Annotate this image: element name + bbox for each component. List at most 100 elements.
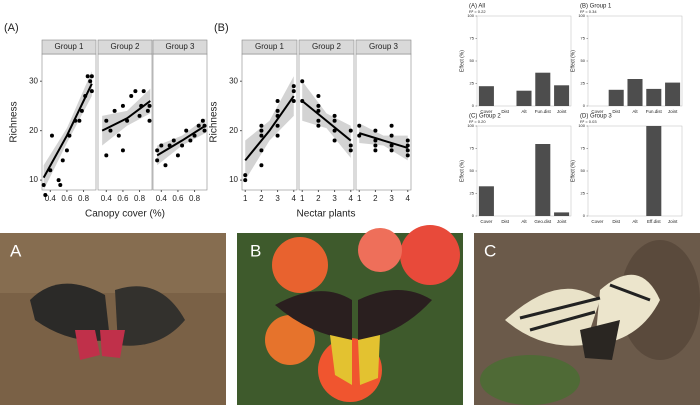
y-tick-label: 30 — [229, 76, 238, 85]
fit-line — [244, 95, 295, 161]
point — [200, 118, 205, 123]
point — [348, 143, 353, 148]
facet-strip — [152, 39, 208, 55]
bar — [627, 79, 643, 106]
point — [56, 178, 61, 183]
y-tick-label: 30 — [29, 76, 38, 85]
panel-subtitle: R² = 0.34 — [580, 9, 597, 14]
point — [192, 133, 197, 138]
x-tick-label: 0.4 — [156, 194, 168, 203]
facet-title: Group 3 — [166, 42, 195, 51]
point — [389, 123, 394, 128]
bar — [516, 90, 532, 106]
y-axis-label: Richness — [9, 101, 20, 142]
point — [291, 84, 296, 89]
point — [133, 89, 138, 94]
facet-title: Group 1 — [255, 42, 284, 51]
x-tick-label: Alt — [632, 219, 638, 224]
point — [77, 118, 82, 123]
x-tick-label: 0.8 — [134, 194, 146, 203]
point — [373, 138, 378, 143]
point — [332, 118, 337, 123]
x-tick-label: 0.8 — [189, 194, 201, 203]
facet-strip — [241, 39, 298, 55]
panel-title: (B) Group 1 — [580, 4, 612, 10]
y-tick-label: 0 — [583, 103, 586, 108]
panel-title: (A) All — [469, 4, 485, 10]
point — [141, 89, 146, 94]
x-tick-label: 2 — [316, 194, 321, 203]
x-tick-label: 3 — [389, 194, 394, 203]
bar — [535, 144, 551, 216]
point — [316, 108, 321, 113]
point — [259, 123, 264, 128]
facet-strip — [355, 39, 412, 55]
x-tick-label: 1 — [357, 194, 362, 203]
point — [120, 148, 125, 153]
bar — [608, 89, 624, 106]
fit-line — [42, 83, 93, 179]
x-tick-label: 1 — [300, 194, 305, 203]
y-tick-label: 75 — [581, 146, 586, 151]
facet-title: Group 1 — [55, 42, 84, 51]
point — [60, 158, 65, 163]
point — [108, 128, 113, 133]
point — [373, 143, 378, 148]
point — [64, 148, 69, 153]
point — [300, 79, 305, 84]
bar — [478, 186, 494, 216]
point — [259, 163, 264, 168]
point — [112, 108, 117, 113]
point — [137, 113, 142, 118]
x-axis-label: Nectar plants — [297, 209, 356, 220]
panel-title: (D) Group 3 — [580, 114, 612, 120]
fit-line — [156, 124, 206, 157]
x-tick-label: 4 — [406, 194, 411, 203]
point — [79, 108, 84, 113]
point — [175, 153, 180, 158]
point — [147, 103, 152, 108]
panel-label: (B) — [214, 22, 229, 34]
point — [88, 79, 93, 84]
y-tick-label: 50 — [581, 58, 586, 63]
point — [373, 128, 378, 133]
point — [259, 148, 264, 153]
y-tick-label: 75 — [470, 146, 475, 151]
point — [180, 143, 185, 148]
x-tick-label: 3 — [332, 194, 337, 203]
panel-label: (A) — [4, 22, 19, 34]
x-tick-label: Joint — [668, 219, 678, 224]
x-tick-label: 2 — [259, 194, 264, 203]
y-tick-label: 0 — [472, 103, 475, 108]
point — [41, 183, 46, 188]
point — [85, 74, 90, 79]
x-tick-label: Cover — [480, 219, 493, 224]
x-tick-label: Alt — [521, 109, 527, 114]
x-tick-label: Dist — [612, 219, 620, 224]
point — [129, 94, 134, 99]
confidence-band — [359, 123, 408, 161]
point — [291, 89, 296, 94]
point — [58, 183, 63, 188]
x-tick-label: 3 — [275, 194, 280, 203]
bar — [554, 85, 570, 106]
y-tick-label: 50 — [581, 168, 586, 173]
plot-background — [152, 53, 208, 191]
point — [171, 138, 176, 143]
x-tick-label: Cover — [591, 109, 604, 114]
fit-line — [358, 132, 409, 149]
point — [275, 123, 280, 128]
point — [159, 143, 164, 148]
x-tick-label: Joint — [557, 109, 567, 114]
y-axis-label: Richness — [209, 101, 220, 142]
bar — [478, 86, 494, 106]
y-tick-label: 100 — [467, 123, 474, 128]
point — [405, 138, 410, 143]
x-tick-label: 4 — [349, 194, 354, 203]
y-axis-label: Effect (%) — [459, 50, 465, 72]
photo-c — [474, 233, 700, 405]
point — [332, 138, 337, 143]
point — [259, 133, 264, 138]
x-tick-label: 1 — [243, 194, 248, 203]
